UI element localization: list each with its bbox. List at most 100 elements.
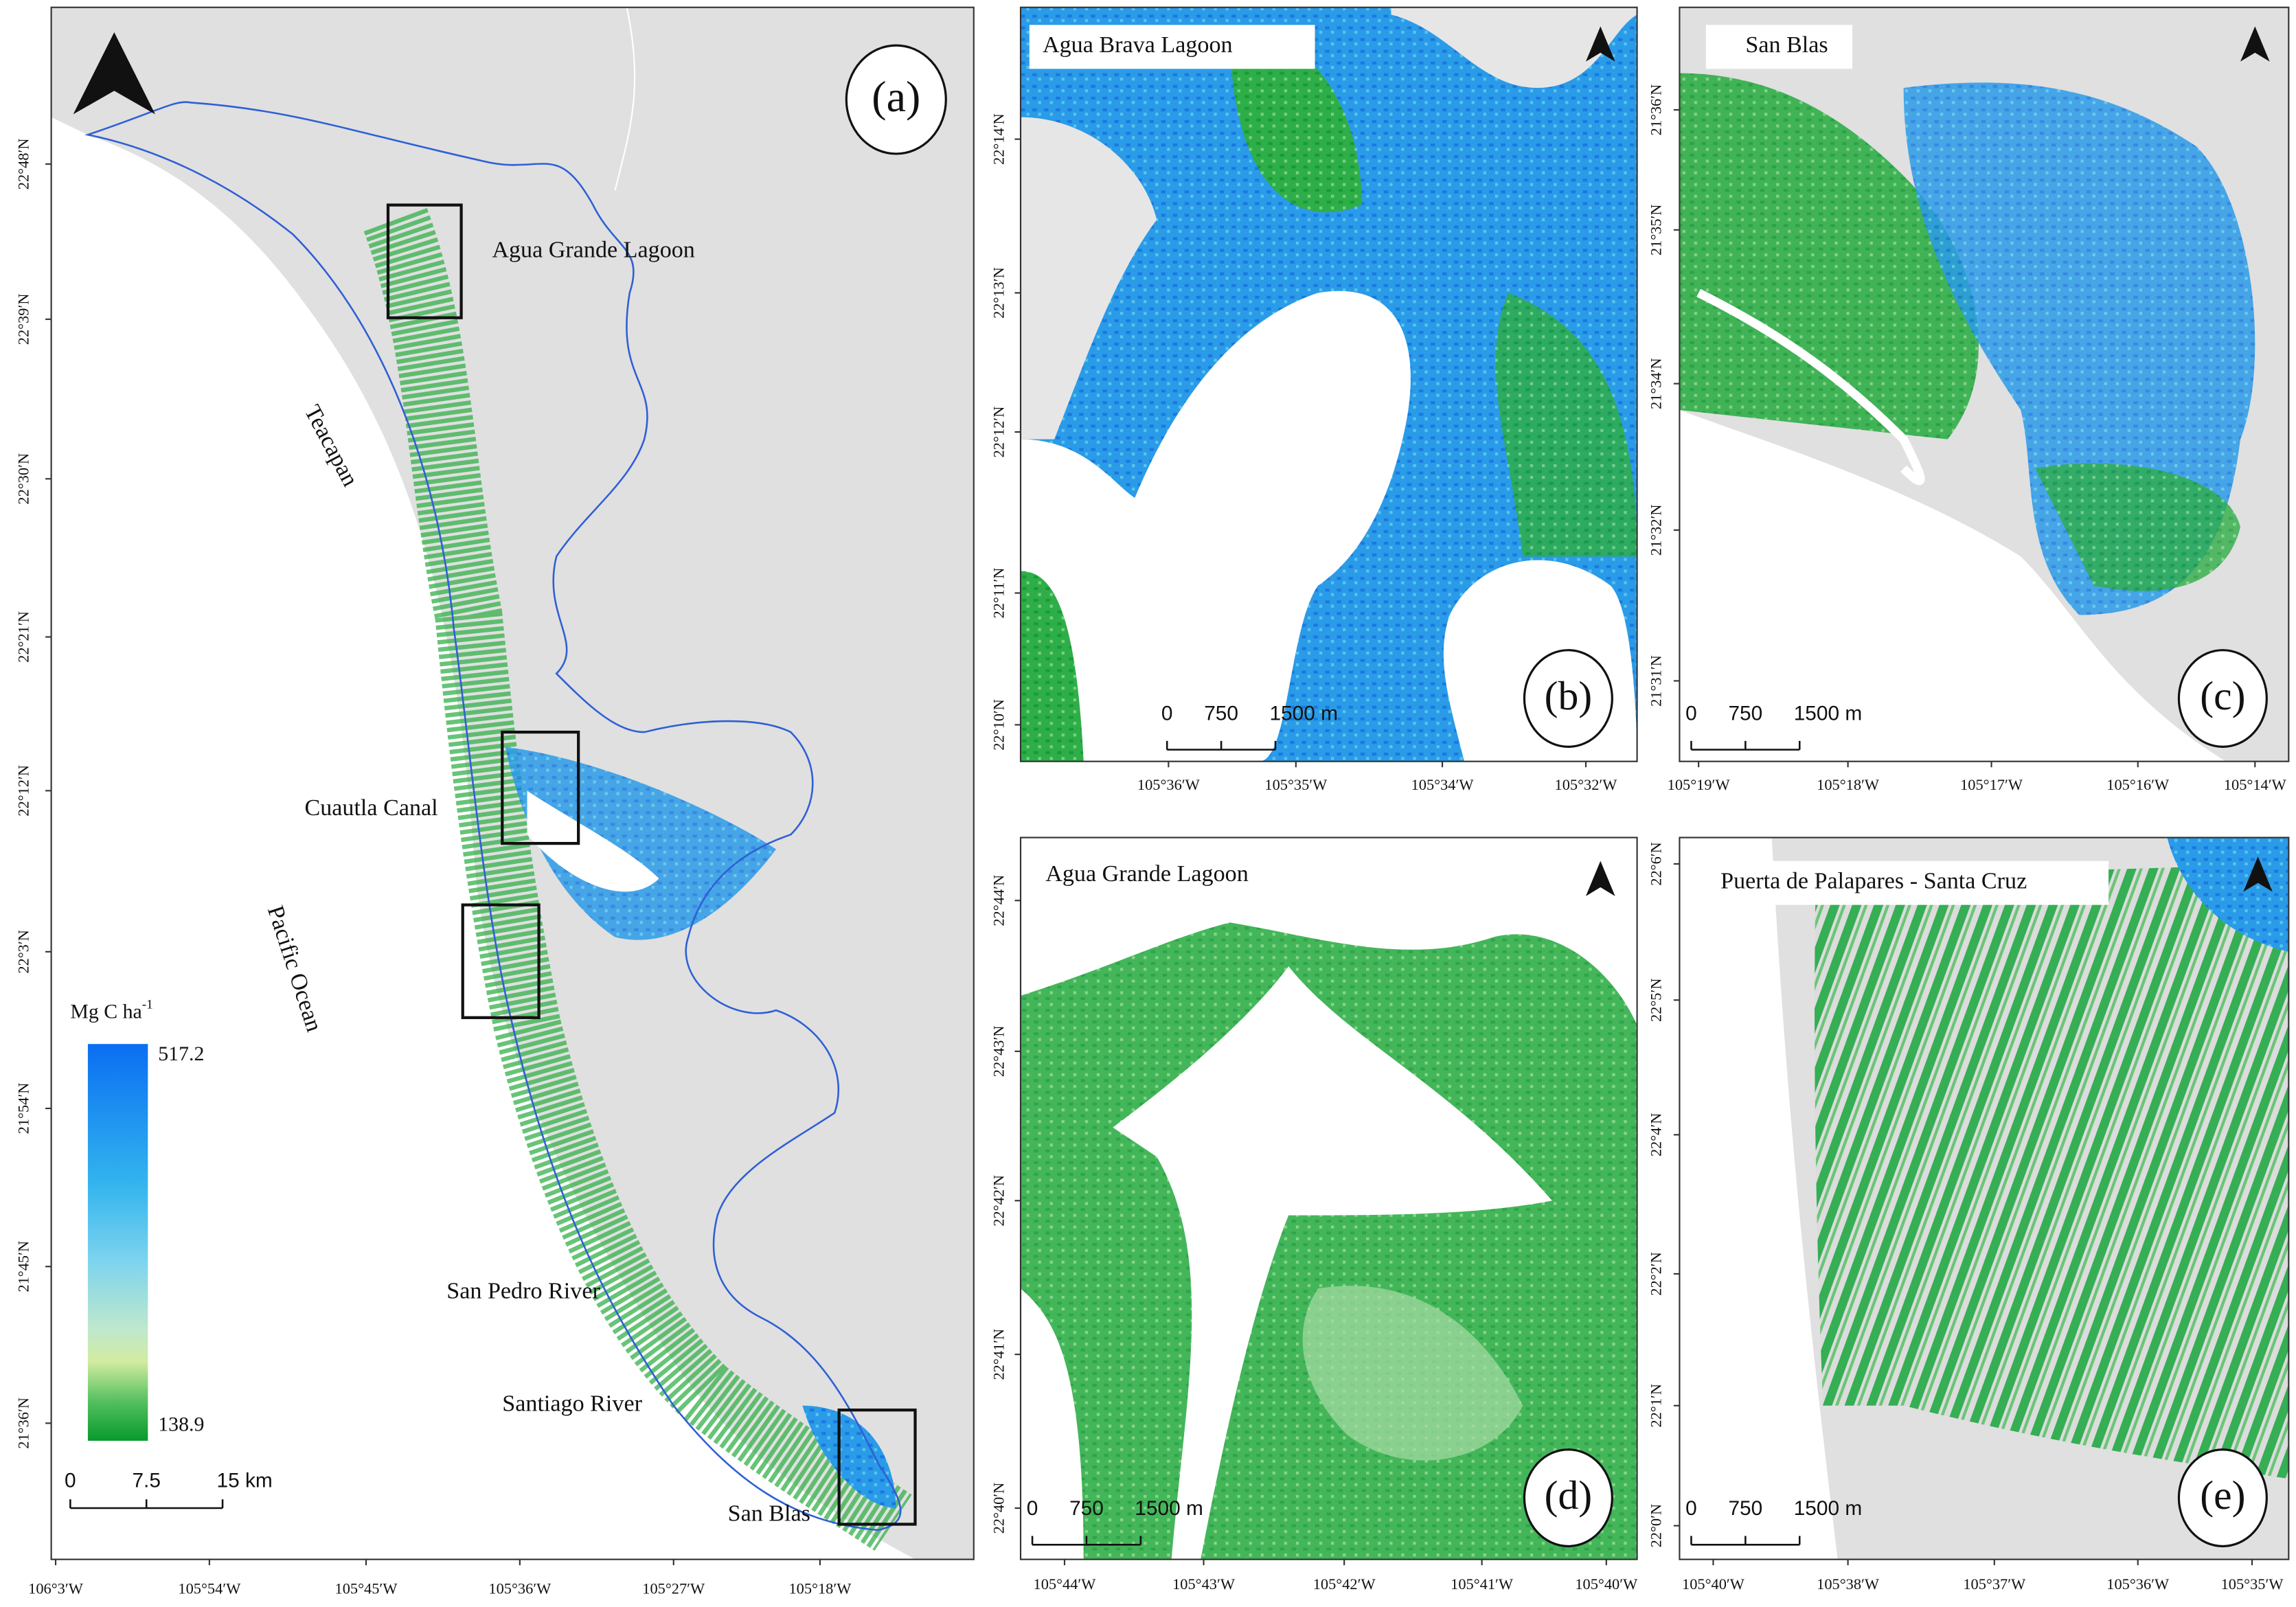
lat-tick-label: 22°42′N	[990, 1175, 1007, 1227]
lat-tick-label: 22°44′N	[990, 875, 1007, 926]
lat-tick-label: 22°30′N	[14, 453, 32, 505]
place-label: Agua Grande Lagoon	[492, 238, 695, 263]
lon-tick-label: 105°16′W	[2106, 776, 2170, 793]
lat-tick-label: 22°12′N	[990, 407, 1007, 458]
land	[1391, 7, 1637, 88]
scale-bar-label: 750	[1069, 1497, 1104, 1520]
lagoon	[1113, 966, 1552, 1560]
inset-box	[501, 730, 580, 845]
north-arrow	[2243, 856, 2273, 892]
panel-title: Agua Brava Lagoon	[1043, 32, 1233, 58]
scale-bar-label: 750	[1728, 702, 1762, 725]
lon-tick-label: 105°17′W	[1960, 776, 2023, 793]
lat-tick-label: 22°40′N	[990, 1483, 1007, 1534]
lon-tick-label: 105°35′W	[2221, 1575, 2284, 1593]
lon-tick-label: 105°45′W	[335, 1580, 398, 1597]
north-arrow	[73, 32, 155, 115]
place-label: Santiago River	[502, 1391, 642, 1417]
scale-bar-label: 15 km	[217, 1470, 273, 1492]
north-arrow	[1585, 861, 1615, 896]
panel-e-map	[1679, 837, 2289, 1560]
open-area	[1021, 1288, 1084, 1560]
legend-title-text: Mg C ha	[70, 1000, 141, 1023]
lat-tick-label: 22°3′N	[14, 930, 32, 974]
lat-tick-label: 21°34′N	[1648, 358, 1665, 409]
scale-bar-label: 7.5	[132, 1470, 160, 1492]
panel-title: San Blas	[1745, 32, 1828, 58]
panel-label-circle	[845, 44, 947, 155]
title-box	[1705, 861, 2109, 905]
inset-box	[837, 1409, 917, 1526]
mangrove-green	[2035, 463, 2240, 591]
title-box	[1029, 25, 1315, 69]
legend-title-exponent: -1	[142, 998, 153, 1012]
lon-tick-label: 105°43′W	[1172, 1575, 1236, 1593]
lon-tick-label: 105°44′W	[1034, 1575, 1097, 1593]
mangrove-blue	[802, 1405, 896, 1509]
lon-tick-label: 105°35′W	[1264, 776, 1328, 793]
lon-tick-label: 105°14′W	[2224, 776, 2287, 793]
panel-frame	[1019, 836, 1638, 1560]
inset-box	[461, 903, 541, 1019]
lon-tick-label: 105°18′W	[788, 1580, 852, 1597]
lat-tick-label: 22°39′N	[14, 293, 32, 345]
panel-label: (e)	[2200, 1472, 2245, 1518]
road	[614, 7, 636, 191]
north-arrow	[1585, 26, 1615, 62]
lat-tick-label: 22°21′N	[14, 611, 32, 663]
scale-bar-label: 0	[1027, 1497, 1038, 1520]
lon-tick-label: 105°38′W	[1817, 1575, 1880, 1593]
lon-tick-label: 105°41′W	[1451, 1575, 1514, 1593]
panel-c-map	[1679, 7, 2289, 762]
panel-label: (a)	[872, 72, 920, 121]
lat-tick-label: 22°10′N	[990, 699, 1007, 751]
panel-title: Puerta de Palapares - Santa Cruz	[1720, 868, 2027, 893]
lon-tick-label: 105°42′W	[1313, 1575, 1376, 1593]
ocean	[1679, 410, 2226, 762]
scale-bar-label: 750	[1204, 702, 1238, 725]
scale-bar-label: 1500 m	[1269, 702, 1337, 725]
lon-tick-label: 105°27′W	[642, 1580, 705, 1597]
panel-frame	[1679, 836, 2290, 1560]
lon-tick-label: 105°40′W	[1682, 1575, 1745, 1593]
panel-b-map	[1021, 7, 1637, 762]
lat-tick-label: 22°4′N	[1648, 1113, 1665, 1157]
scale-bar-label: 750	[1728, 1497, 1762, 1520]
lat-tick-label: 22°1′N	[1648, 1384, 1665, 1428]
lagoon	[527, 790, 659, 892]
mangrove-green	[1679, 73, 1979, 440]
scale-bar-label: 0	[65, 1470, 76, 1492]
lat-tick-label: 21°54′N	[14, 1083, 32, 1135]
mangrove-green	[1495, 293, 1637, 557]
inset-box	[386, 203, 463, 319]
study-area-boundary	[84, 101, 902, 1531]
panel-d-map	[1021, 837, 1637, 1560]
lat-tick-label: 21°45′N	[14, 1241, 32, 1292]
scale-bar-label: 1500 m	[1794, 1497, 1863, 1520]
lon-tick-label: 105°36′W	[488, 1580, 552, 1597]
lat-tick-label: 22°6′N	[1648, 842, 1665, 886]
lat-tick-label: 22°13′N	[990, 267, 1007, 319]
mangrove-green	[1815, 863, 2289, 1479]
lon-tick-label: 105°36′W	[1137, 776, 1201, 793]
lat-tick-label: 22°12′N	[14, 765, 32, 817]
mangrove-green	[1229, 29, 1362, 213]
panel-label-circle	[1523, 1448, 1613, 1548]
north-arrow	[2240, 26, 2270, 62]
panel-label-circle	[2177, 1448, 2268, 1548]
lagoon	[1021, 290, 1411, 762]
panel-a-map	[51, 7, 974, 1560]
mangrove-light	[1302, 1286, 1523, 1461]
lon-tick-label: 105°36′W	[2106, 1575, 2170, 1593]
lat-tick-label: 22°2′N	[1648, 1252, 1665, 1296]
panel-frame	[50, 6, 975, 1560]
lat-tick-label: 21°36′N	[1648, 84, 1665, 136]
land	[1021, 117, 1157, 440]
lon-tick-label: 105°54′W	[178, 1580, 241, 1597]
lon-tick-label: 105°34′W	[1411, 776, 1475, 793]
legend-title: Mg C ha-1	[70, 998, 152, 1023]
legend-min: 138.9	[158, 1413, 204, 1435]
panel-title: Agua Grande Lagoon	[1045, 861, 1249, 887]
lat-tick-label: 22°0′N	[1648, 1504, 1665, 1548]
scale-bar-label: 1500 m	[1135, 1497, 1203, 1520]
